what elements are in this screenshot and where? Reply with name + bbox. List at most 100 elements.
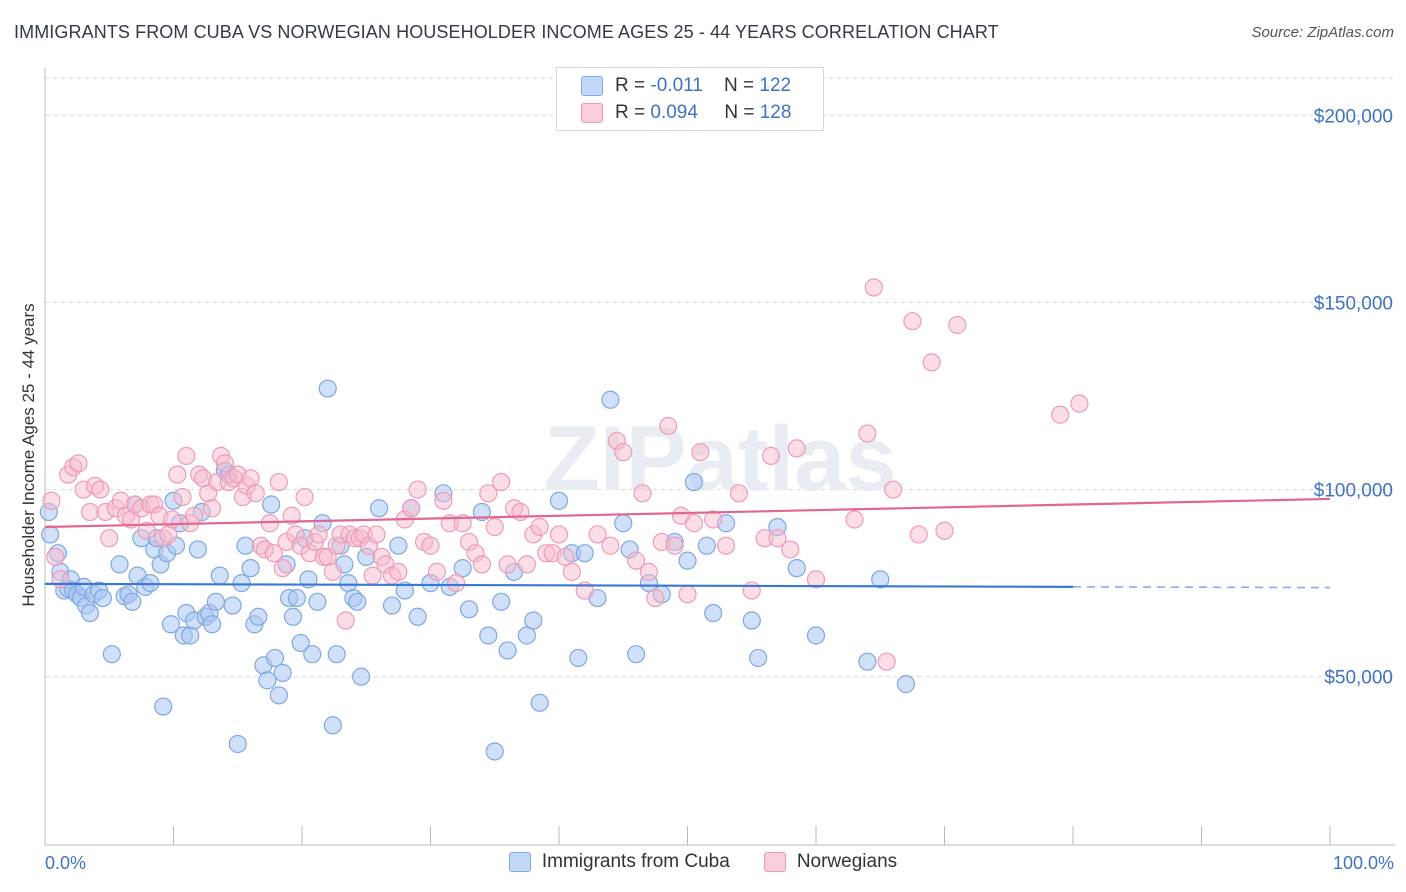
point-norwegians (42, 491, 61, 510)
point-norwegians (177, 446, 196, 465)
point-cuba (787, 559, 806, 578)
point-norwegians (427, 562, 447, 581)
series-norwegians-points (42, 278, 1089, 671)
point-norwegians (202, 499, 222, 518)
point-cuba (308, 592, 327, 611)
point-cuba (210, 566, 229, 585)
point-norwegians (588, 525, 607, 544)
point-norwegians (408, 480, 427, 499)
legend-n-value-norwegians: 128 (759, 102, 792, 123)
point-norwegians (498, 555, 517, 574)
x-tick-label-max: 100.0% (1333, 853, 1394, 873)
tick-labels: $50,000 $100,000 $150,000 $200,000 0.0% 100.0… (45, 106, 1394, 873)
point-cuba (110, 555, 129, 574)
watermark: ZIPatlas (544, 408, 897, 510)
trend-lines (44, 497, 1331, 589)
legend-row-cuba: R = -0.011 N = 122 (581, 74, 791, 98)
point-cuba (524, 611, 543, 630)
point-norwegians (864, 278, 883, 297)
point-norwegians (903, 312, 922, 331)
point-cuba (742, 611, 761, 630)
point-norwegians (729, 484, 749, 503)
point-norwegians (246, 484, 265, 503)
point-cuba (352, 667, 371, 686)
y-axis-label: Householder Income Ages 25 - 44 years (19, 303, 38, 606)
point-cuba (188, 540, 208, 559)
point-norwegians (269, 472, 288, 492)
trend-line-cuba-extension (1072, 586, 1331, 589)
point-norwegians (691, 443, 710, 462)
point-norwegians (215, 454, 234, 473)
point-cuba (408, 607, 427, 626)
point-norwegians (137, 521, 156, 540)
legend-row-norwegians: R = 0.094 N = 128 (581, 101, 791, 125)
point-cuba (202, 615, 222, 634)
point-norwegians (295, 487, 314, 507)
point-cuba (806, 626, 826, 645)
legend-n-label: N = (723, 75, 755, 96)
legend-r-label: R = (615, 102, 646, 123)
point-cuba (395, 581, 414, 600)
point-norwegians (787, 439, 806, 458)
point-norwegians (935, 521, 954, 540)
legend-item-norwegians[interactable]: Norwegians (763, 851, 897, 873)
point-norwegians (1070, 394, 1089, 413)
point-norwegians (562, 562, 581, 581)
point-norwegians (163, 510, 182, 529)
point-norwegians (742, 581, 761, 600)
trend-line-cuba (44, 582, 1074, 588)
point-norwegians (716, 536, 736, 555)
point-cuba (498, 641, 517, 660)
point-norwegians (421, 536, 440, 555)
point-cuba (389, 536, 408, 555)
point-norwegians (282, 506, 301, 525)
point-cuba (370, 499, 389, 518)
point-cuba (858, 652, 877, 671)
point-cuba (232, 573, 251, 593)
point-norwegians (485, 517, 504, 537)
y-tick-label: $50,000 (1324, 668, 1393, 689)
point-norwegians (402, 499, 421, 518)
point-norwegians (80, 502, 100, 522)
point-cuba (601, 390, 620, 409)
y-tick-label: $100,000 (1314, 481, 1393, 502)
point-norwegians (69, 454, 88, 473)
point-cuba (327, 645, 346, 664)
point-norwegians (845, 510, 864, 529)
point-cuba (382, 596, 402, 615)
point-norwegians (877, 652, 896, 671)
point-cuba (41, 525, 60, 544)
point-norwegians (922, 353, 941, 372)
point-norwegians (1051, 405, 1070, 424)
point-cuba (871, 570, 890, 589)
point-norwegians (646, 588, 665, 608)
legend-label-cuba: Immigrants from Cuba (541, 851, 730, 872)
series-legend: Immigrants from Cuba Norwegians (0, 851, 1406, 873)
point-cuba (102, 645, 121, 664)
legend-item-cuba[interactable]: Immigrants from Cuba (508, 851, 730, 873)
point-norwegians (173, 487, 192, 507)
point-norwegians (556, 547, 575, 567)
point-cuba (228, 734, 247, 754)
point-norwegians (684, 514, 704, 533)
point-norwegians (309, 525, 328, 544)
point-norwegians (601, 536, 620, 555)
point-cuba (80, 603, 100, 623)
point-cuba (161, 615, 181, 634)
point-norwegians (492, 472, 511, 492)
point-cuba (517, 626, 536, 645)
point-cuba (236, 536, 255, 555)
point-norwegians (511, 502, 530, 522)
point-cuba (273, 663, 292, 682)
point-cuba (303, 645, 322, 664)
point-cuba (269, 686, 288, 705)
point-cuba (206, 592, 226, 611)
point-cuba (258, 671, 277, 690)
point-cuba (265, 648, 285, 668)
legend-swatch-norwegians (581, 103, 603, 123)
point-norwegians (273, 559, 292, 578)
trend-line-norwegians (44, 497, 1331, 529)
point-norwegians (761, 446, 781, 465)
point-norwegians (858, 424, 877, 443)
point-norwegians (323, 562, 342, 581)
